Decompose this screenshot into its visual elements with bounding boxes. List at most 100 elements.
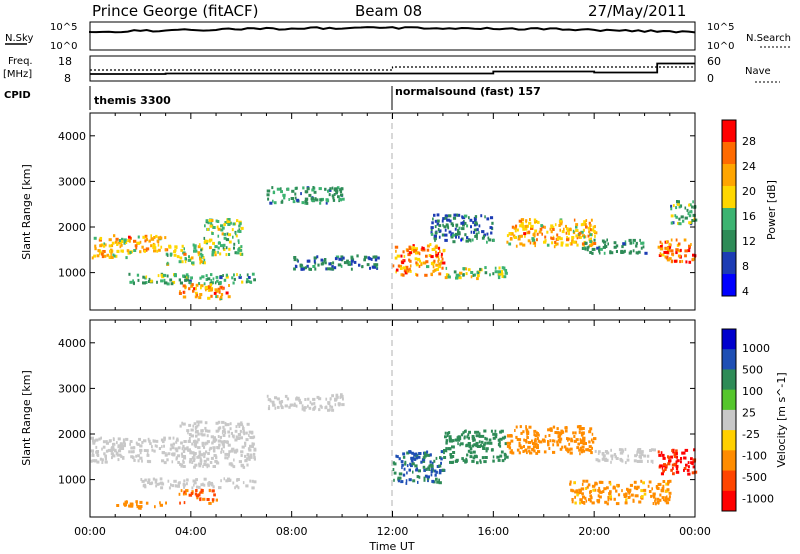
echo-cell: [329, 187, 332, 191]
echo-cell: [498, 441, 501, 444]
echo-cell: [661, 496, 665, 500]
freq-tick-bottom: 8: [64, 72, 71, 85]
echo-cell: [496, 455, 500, 459]
echo-cell: [534, 244, 536, 248]
echo-cell: [467, 268, 471, 272]
echo-cell: [212, 226, 216, 229]
echo-cell: [692, 200, 694, 204]
echo-cell: [432, 247, 436, 251]
echo-cell: [572, 229, 575, 233]
echo-cell: [163, 281, 168, 285]
echo-cell: [267, 398, 271, 402]
echo-cell: [137, 235, 140, 239]
freq-label-line1: Freq.: [8, 56, 33, 67]
echo-cell: [500, 429, 504, 433]
echo-cell: [684, 254, 687, 258]
echo-cell: [414, 249, 418, 253]
echo-cell: [196, 420, 200, 424]
echo-cell: [529, 451, 533, 455]
echo-cell: [154, 505, 156, 509]
echo-cell: [485, 437, 488, 441]
nsky-panel: N.Sky 10^5 10^0 10^5 10^0 N.Search: [5, 21, 791, 52]
power-colorbar-tick: 8: [742, 260, 749, 273]
echo-cell: [217, 420, 221, 424]
echo-band: [165, 243, 206, 266]
echo-cell: [189, 281, 192, 285]
echo-cell: [580, 448, 584, 452]
echo-cell: [200, 432, 203, 436]
echo-cell: [573, 481, 576, 485]
velocity-echo-layer: [90, 393, 698, 510]
echo-cell: [532, 445, 536, 449]
echo-cell: [201, 441, 205, 445]
echo-cell: [435, 477, 438, 481]
echo-cell: [143, 249, 146, 253]
echo-cell: [529, 218, 531, 221]
echo-cell: [121, 237, 124, 241]
echo-cell: [670, 207, 673, 211]
echo-cell: [667, 480, 670, 484]
echo-cell: [406, 249, 409, 253]
echo-cell: [628, 488, 632, 492]
echo-cell: [183, 501, 186, 505]
echo-cell: [560, 437, 563, 441]
echo-cell: [308, 193, 312, 197]
echo-cell: [125, 241, 128, 244]
echo-cell: [335, 189, 339, 193]
echo-cell: [174, 273, 177, 276]
echo-cell: [636, 459, 640, 463]
echo-cell: [582, 228, 585, 232]
echo-cell: [117, 437, 121, 441]
echo-cell: [556, 233, 559, 237]
echo-cell: [444, 238, 448, 242]
echo-cell: [484, 441, 487, 445]
echo-cell: [484, 436, 487, 440]
plot-title: Prince George (fitACF): [92, 2, 258, 20]
echo-cell: [199, 276, 202, 280]
echo-cell: [587, 245, 590, 249]
echo-cell: [497, 443, 500, 446]
echo-cell: [692, 253, 695, 257]
echo-cell: [678, 222, 682, 226]
echo-cell: [504, 457, 506, 461]
echo-cell: [537, 439, 540, 443]
echo-cell: [236, 273, 238, 277]
echo-cell: [479, 460, 482, 464]
echo-cell: [597, 451, 600, 455]
echo-cell: [569, 451, 573, 455]
echo-cell: [441, 257, 444, 261]
echo-cell: [414, 257, 418, 261]
echo-cell: [540, 224, 544, 228]
echo-cell: [683, 456, 686, 460]
echo-cell: [615, 250, 618, 253]
echo-cell: [570, 488, 573, 492]
echo-cell: [118, 241, 121, 245]
echo-cell: [228, 253, 231, 256]
echo-cell: [179, 281, 183, 285]
echo-cell: [589, 240, 593, 244]
echo-cell: [627, 454, 629, 458]
echo-cell: [126, 249, 130, 253]
echo-cell: [130, 455, 134, 459]
echo-cell: [189, 451, 192, 455]
echo-cell: [520, 221, 524, 225]
echo-band: [392, 450, 446, 485]
echo-cell: [342, 256, 345, 260]
echo-cell: [102, 440, 106, 444]
echo-cell: [324, 406, 328, 410]
echo-cell: [227, 295, 231, 299]
echo-cell: [214, 459, 218, 463]
echo-cell: [504, 269, 508, 272]
echo-cell: [579, 427, 583, 431]
echo-cell: [221, 232, 224, 236]
echo-cell: [137, 454, 140, 458]
echo-cell: [276, 187, 281, 191]
echo-cell: [501, 275, 504, 278]
echo-cell: [327, 408, 330, 412]
echo-cell: [525, 430, 530, 434]
echo-cell: [543, 450, 547, 454]
echo-cell: [535, 446, 539, 450]
echo-cell: [668, 257, 672, 261]
echo-cell: [189, 458, 192, 461]
